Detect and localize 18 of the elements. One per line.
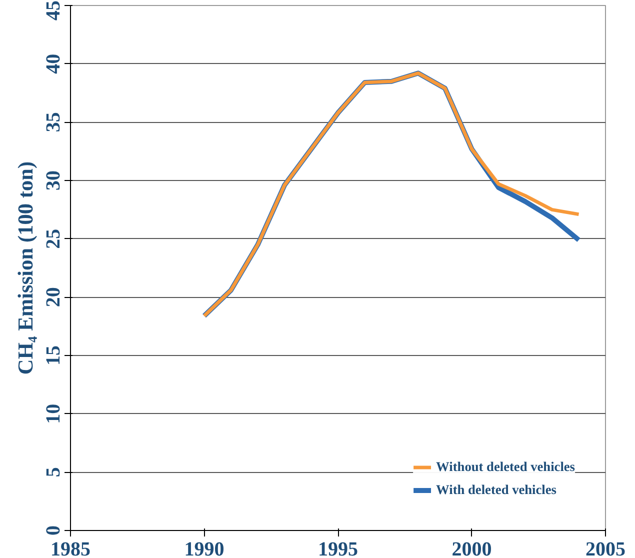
y-tick-label: 45 xyxy=(42,0,64,20)
x-tick-label: 2005 xyxy=(586,538,626,558)
y-tick-label: 15 xyxy=(42,346,64,366)
x-tick-label: 1995 xyxy=(318,538,358,558)
y-tick-label: 20 xyxy=(42,287,64,308)
y-tick-label: 35 xyxy=(42,112,64,132)
legend-label: Without deleted vehicles xyxy=(436,459,575,475)
legend-label: With deleted vehicles xyxy=(436,482,556,498)
y-tick-label: 10 xyxy=(42,404,64,424)
x-tick-label: 1990 xyxy=(184,538,224,558)
x-tick-label: 1985 xyxy=(50,538,90,558)
y-tick-label: 0 xyxy=(42,526,64,536)
y-tick-label: 30 xyxy=(42,170,64,190)
y-tick-label: 5 xyxy=(42,467,64,478)
y-axis-title: CH₄ Emission (100 ton) xyxy=(14,161,38,375)
y-tick-label: 40 xyxy=(42,54,64,74)
y-tick-label: 25 xyxy=(42,228,64,249)
x-tick-label: 2000 xyxy=(452,538,492,558)
